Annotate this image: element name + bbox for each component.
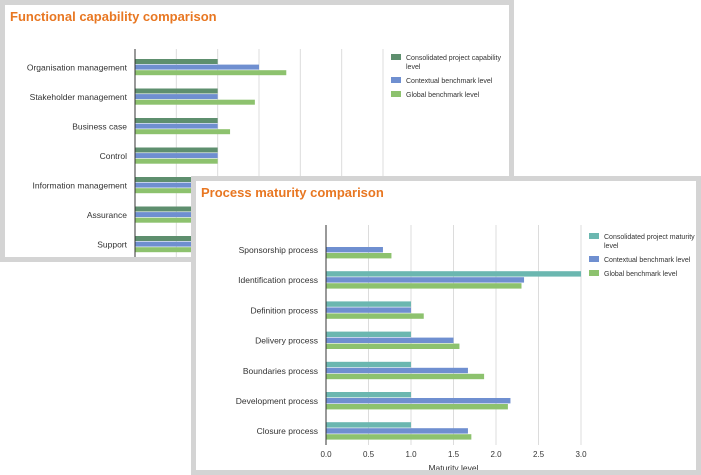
x-tick-label: 1.5	[448, 450, 460, 459]
bar	[135, 217, 218, 223]
x-tick-label: 3.0	[575, 450, 587, 459]
bar	[326, 343, 460, 349]
category-label: Definition process	[250, 305, 318, 315]
bar	[326, 373, 485, 380]
bar	[135, 59, 218, 64]
x-tick-label: 0.5	[363, 450, 375, 459]
process-maturity-panel: Process maturity comparison Sponsorship …	[191, 176, 701, 475]
bar	[326, 404, 508, 410]
bar	[326, 301, 411, 307]
bar	[135, 99, 255, 105]
category-label: Sponsorship process	[239, 245, 318, 255]
bar	[326, 337, 454, 343]
legend-label: Consolidated project maturity level	[604, 234, 695, 250]
legend-swatch	[589, 256, 599, 262]
x-tick-label: 1.0	[405, 450, 417, 459]
x-tick-label: 0.0	[320, 450, 332, 459]
bar	[135, 177, 218, 182]
category-label: Control	[100, 151, 128, 161]
bar	[135, 147, 218, 153]
category-label: Identification process	[238, 275, 318, 285]
bar	[326, 367, 468, 374]
bar	[326, 422, 411, 428]
legend-swatch	[391, 54, 401, 60]
bar	[326, 331, 411, 337]
x-tick-label: 2.0	[490, 450, 502, 459]
category-label: Boundaries process	[243, 366, 318, 376]
bar	[326, 283, 522, 289]
bar	[135, 88, 218, 94]
legend-label: Global benchmark level	[406, 92, 480, 99]
bar	[135, 64, 259, 70]
chart-title: Process maturity comparison	[201, 185, 384, 200]
legend-swatch	[589, 270, 599, 276]
bar	[135, 123, 218, 129]
category-label: Closure process	[257, 426, 318, 436]
x-tick-label: 2.5	[533, 450, 545, 459]
legend-label: Contextual benchmark level	[604, 257, 691, 264]
x-axis-label: Maturity level	[428, 463, 478, 470]
functional-capability-chart: Organisation management Stakeholder manag…	[27, 49, 501, 257]
bar	[135, 206, 218, 212]
bar	[135, 236, 218, 241]
bar	[135, 247, 218, 253]
bar	[326, 277, 525, 283]
bar	[326, 434, 472, 440]
bar	[135, 212, 218, 218]
bar	[135, 153, 218, 159]
bar	[135, 129, 231, 135]
legend-label: Contextual benchmark level	[406, 78, 493, 85]
bar	[135, 118, 218, 123]
bar	[326, 398, 511, 404]
legend-label: Consolidated project capability level	[406, 55, 501, 71]
bar	[326, 428, 468, 434]
legend-label: Global benchmark level	[604, 271, 678, 278]
category-label: Assurance	[87, 210, 127, 220]
chart-title: Functional capability comparison	[10, 9, 217, 24]
legend-swatch	[391, 91, 401, 97]
bar	[135, 94, 218, 100]
bar	[135, 188, 218, 194]
bar	[135, 158, 218, 164]
bar	[326, 271, 581, 277]
bar	[326, 361, 411, 368]
category-label: Support	[97, 239, 127, 249]
bar	[135, 241, 218, 247]
category-label: Development process	[236, 396, 318, 406]
bar	[135, 182, 218, 188]
legend-swatch	[589, 233, 599, 239]
legend-swatch	[391, 77, 401, 83]
bar	[326, 313, 424, 319]
bar	[326, 307, 411, 313]
bar	[326, 392, 411, 398]
bar	[326, 247, 383, 253]
process-maturity-chart: Sponsorship process Identification proces…	[236, 225, 695, 470]
category-label: Information management	[33, 180, 128, 190]
category-label: Organisation management	[27, 62, 128, 72]
category-label: Business case	[72, 121, 127, 131]
bar	[135, 70, 287, 76]
bar	[326, 253, 392, 259]
category-label: Delivery process	[255, 336, 318, 346]
category-label: Stakeholder management	[30, 92, 128, 102]
